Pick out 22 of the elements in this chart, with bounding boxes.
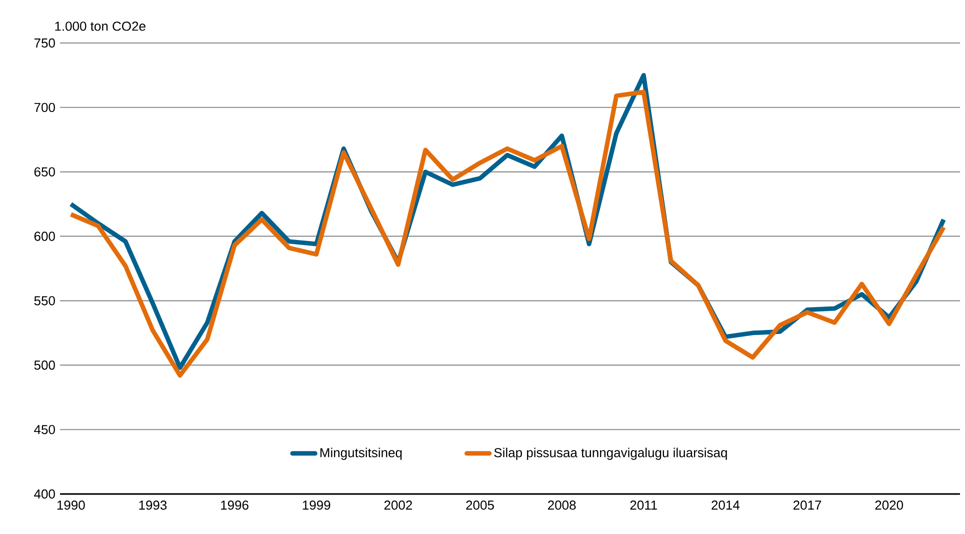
- x-tick-label: 2002: [384, 500, 412, 510]
- x-tick-label: 1999: [302, 500, 330, 510]
- y-tick-label: 650: [34, 167, 55, 176]
- y-tick-label: 750: [34, 38, 55, 48]
- y-axis-title: 1.000 ton CO2e: [55, 22, 146, 31]
- y-tick-label: 550: [34, 296, 55, 306]
- x-tick-label: 1990: [57, 500, 85, 510]
- y-tick-label: 600: [34, 232, 55, 241]
- legend-label: Mingutsitsineq: [320, 448, 402, 460]
- y-tick-label: 450: [34, 424, 55, 434]
- x-tick-label: 1993: [139, 500, 167, 510]
- x-tick-label: 1996: [221, 500, 248, 510]
- y-tick-label: 500: [34, 360, 55, 370]
- x-tick-label: 2011: [630, 500, 657, 510]
- y-tick-label: 400: [34, 489, 55, 499]
- x-tick-label: 2014: [712, 500, 740, 510]
- legend-label: Silap pissusaa tunngavigalugu iluarsisaq: [494, 448, 727, 460]
- y-tick-label: 700: [34, 102, 55, 112]
- x-tick-label: 2020: [875, 500, 904, 510]
- x-tick-label: 2005: [466, 500, 494, 510]
- x-tick-label: 2008: [548, 500, 576, 510]
- x-tick-label: 2017: [793, 500, 822, 510]
